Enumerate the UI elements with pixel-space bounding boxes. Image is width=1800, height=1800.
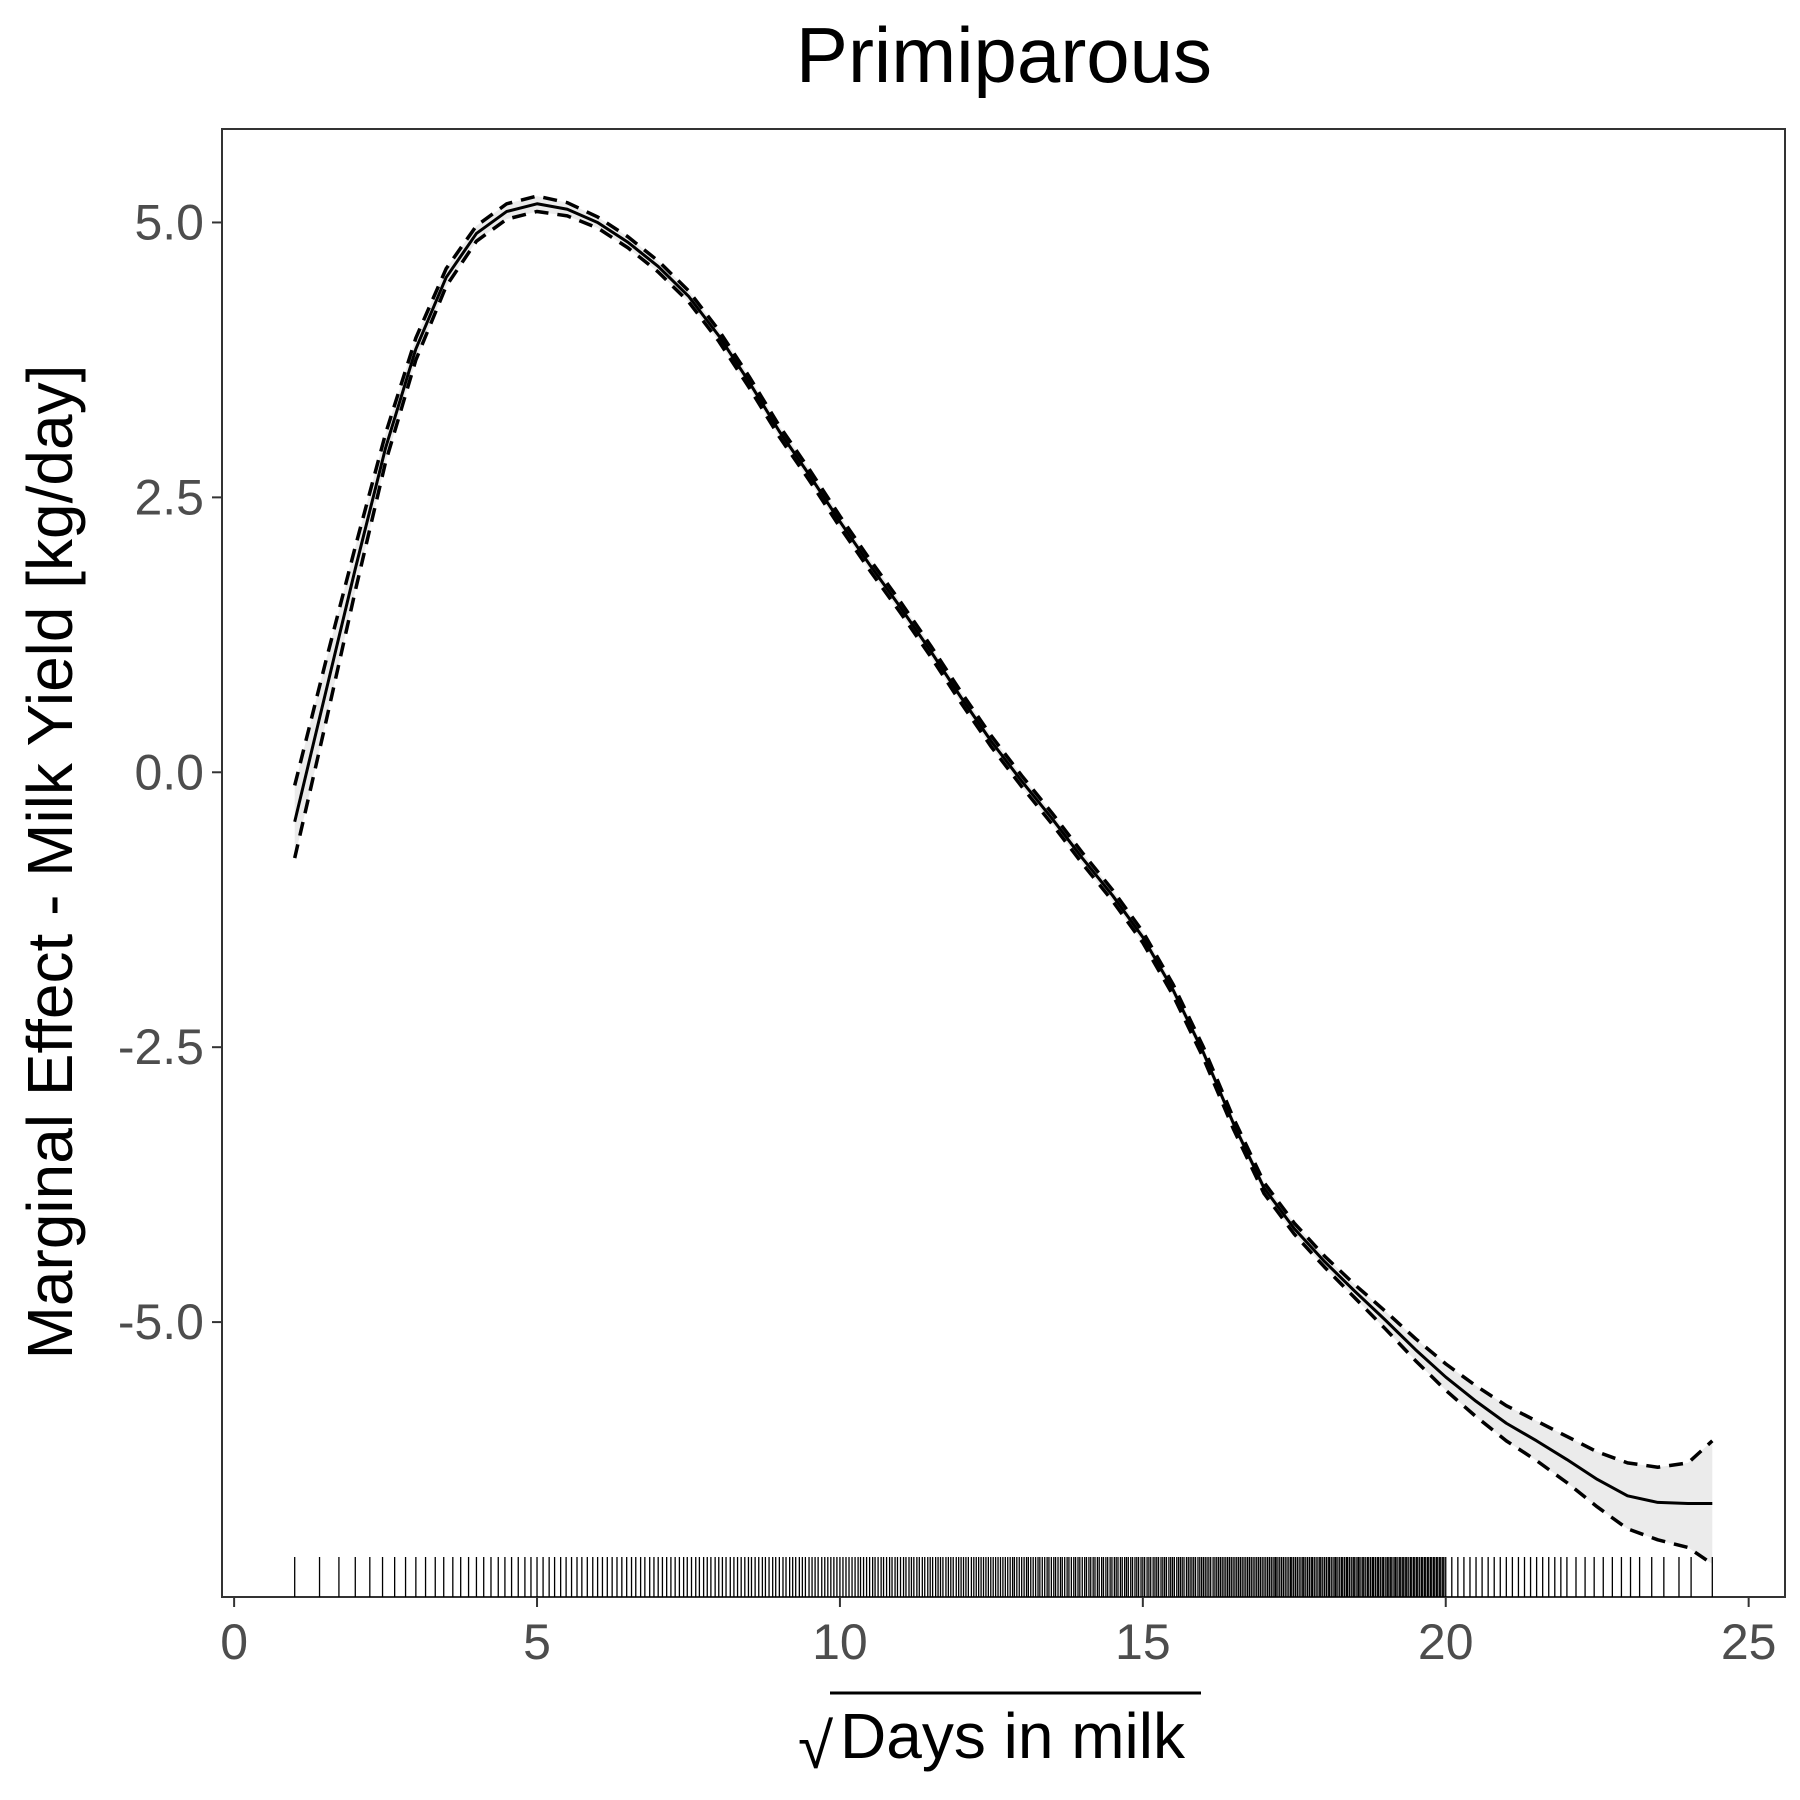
y-tick-label: -2.5 — [118, 1019, 204, 1075]
x-axis-title: √ Days in milk — [798, 1691, 1201, 1782]
y-axis-title: Marginal Effect - Milk Yield [kg/day] — [14, 365, 86, 1360]
y-tick-label: 2.5 — [134, 469, 204, 525]
y-tick-label: 0.0 — [134, 744, 204, 800]
plot-panel — [221, 128, 1786, 1598]
x-tick-label: 10 — [812, 1614, 868, 1670]
x-axis: 0 5 10 15 20 25 — [220, 1597, 1776, 1670]
x-tick-label: 0 — [220, 1614, 248, 1670]
y-axis: 5.0 2.5 0.0 -2.5 -5.0 — [118, 194, 222, 1350]
x-tick-label: 5 — [523, 1614, 551, 1670]
y-tick-label: 5.0 — [134, 194, 204, 250]
x-tick-label: 15 — [1115, 1614, 1171, 1670]
x-tick-label: 25 — [1721, 1614, 1777, 1670]
series-line-lower-bound — [292, 209, 1714, 1566]
series-line-upper-bound — [293, 194, 1714, 1469]
series-line-estimate — [293, 202, 1713, 1506]
y-tick-label: -5.0 — [118, 1294, 204, 1350]
series-layer — [292, 194, 1714, 1566]
rug-layer — [294, 1557, 1713, 1597]
x-axis-title-text: Days in milk — [840, 1700, 1186, 1772]
chart-title: Primiparous — [796, 11, 1212, 99]
x-axis-title-sqrt-symbol: √ — [798, 1710, 834, 1782]
x-tick-label: 20 — [1418, 1614, 1474, 1670]
